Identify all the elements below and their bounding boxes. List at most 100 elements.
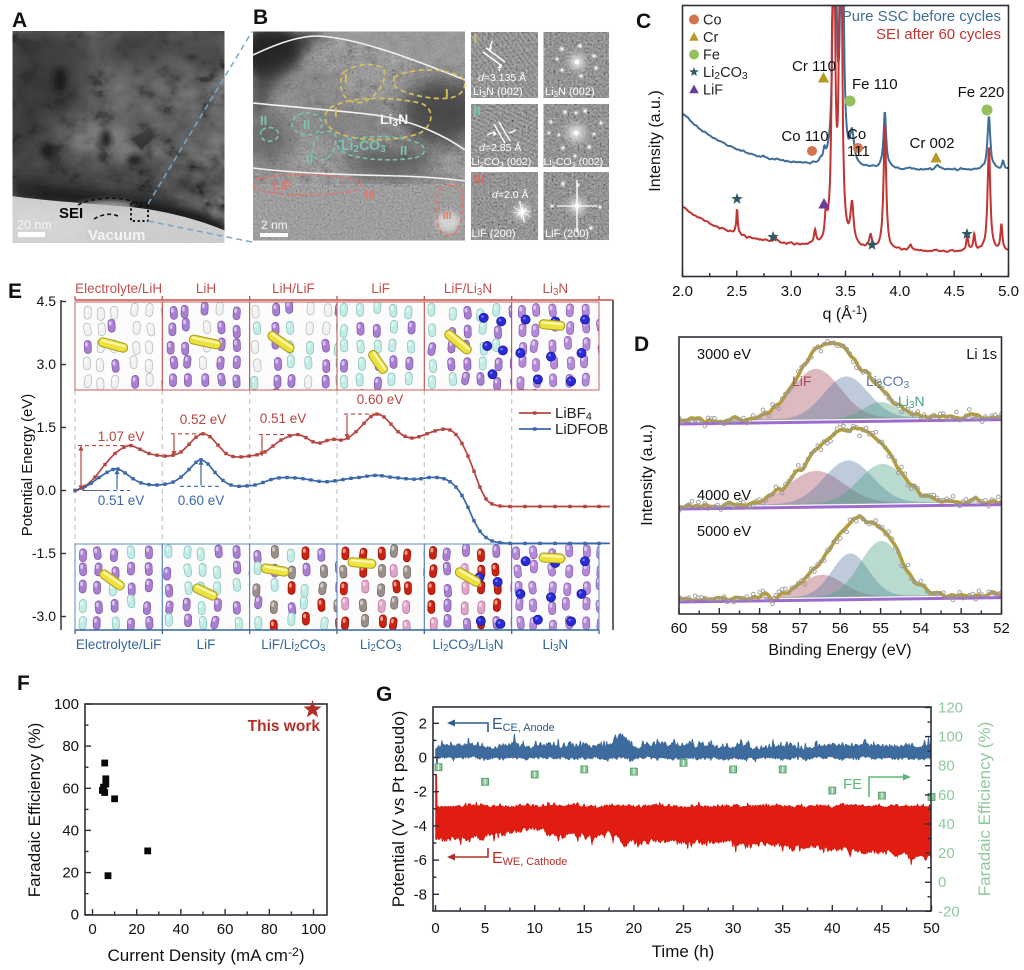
svg-text:Current Density (mA cm-2): Current Density (mA cm-2) bbox=[108, 945, 305, 965]
svg-text:Li3N: Li3N bbox=[542, 281, 568, 298]
svg-text:4.5: 4.5 bbox=[37, 293, 57, 309]
svg-text:-20: -20 bbox=[938, 903, 960, 920]
svg-text:Potential (V vs Pt pseudo): Potential (V vs Pt pseudo) bbox=[389, 711, 408, 908]
svg-text:F: F bbox=[17, 672, 30, 695]
svg-text:-8: -8 bbox=[414, 886, 427, 903]
svg-text:Cr 110: Cr 110 bbox=[792, 58, 836, 75]
svg-text:2 nm: 2 nm bbox=[261, 218, 288, 232]
svg-text:3.0: 3.0 bbox=[37, 356, 57, 372]
svg-text:Electrolyte/LiF: Electrolyte/LiF bbox=[76, 637, 162, 652]
svg-text:5000 eV: 5000 eV bbox=[697, 524, 751, 540]
svg-text:LiF (200): LiF (200) bbox=[472, 228, 516, 240]
svg-text:0.51 eV: 0.51 eV bbox=[98, 493, 145, 508]
svg-text:III: III bbox=[365, 188, 375, 202]
svg-text:Co: Co bbox=[703, 13, 722, 29]
svg-text:60: 60 bbox=[217, 921, 234, 938]
svg-text:Intensity (a.u.): Intensity (a.u.) bbox=[647, 90, 664, 191]
svg-text:Li2CO3: Li2CO3 bbox=[866, 373, 910, 391]
svg-text:56: 56 bbox=[832, 620, 849, 637]
svg-text:SEI: SEI bbox=[59, 205, 83, 222]
svg-text:Li 1s: Li 1s bbox=[966, 347, 997, 363]
svg-text:I: I bbox=[334, 105, 338, 120]
svg-text:58: 58 bbox=[751, 620, 768, 637]
svg-text:100: 100 bbox=[54, 696, 79, 713]
svg-text:II: II bbox=[474, 104, 481, 119]
svg-text:Pure SSC before cycles: Pure SSC before cycles bbox=[842, 8, 1001, 25]
svg-text:60: 60 bbox=[62, 780, 79, 797]
svg-text:LiF: LiF bbox=[792, 373, 811, 389]
svg-text:20: 20 bbox=[938, 845, 955, 862]
svg-text:Li2CO3 (002): Li2CO3 (002) bbox=[544, 156, 604, 169]
svg-text:0.0: 0.0 bbox=[37, 482, 57, 498]
svg-text:40: 40 bbox=[824, 920, 841, 937]
svg-text:LiF/Li3N: LiF/Li3N bbox=[444, 281, 492, 298]
svg-text:Li3N: Li3N bbox=[380, 111, 408, 129]
svg-text:20: 20 bbox=[62, 865, 79, 882]
svg-text:Co 110: Co 110 bbox=[781, 128, 828, 145]
svg-text:4.0: 4.0 bbox=[889, 283, 910, 300]
svg-text:40: 40 bbox=[938, 816, 955, 833]
svg-text:80: 80 bbox=[261, 921, 278, 938]
svg-text:0.60 eV: 0.60 eV bbox=[178, 493, 225, 508]
svg-text:53: 53 bbox=[953, 620, 970, 637]
svg-text:59: 59 bbox=[711, 620, 728, 637]
svg-text:57: 57 bbox=[792, 620, 809, 637]
svg-text:3000 eV: 3000 eV bbox=[697, 347, 751, 363]
svg-text:I: I bbox=[474, 32, 478, 47]
svg-text:50: 50 bbox=[923, 920, 940, 937]
svg-text:10: 10 bbox=[526, 920, 543, 937]
svg-text:0: 0 bbox=[419, 750, 427, 767]
svg-text:2.0: 2.0 bbox=[672, 283, 693, 300]
svg-text:Li2CO3 (002): Li2CO3 (002) bbox=[472, 156, 532, 169]
svg-text:E: E bbox=[8, 280, 22, 303]
svg-text:25: 25 bbox=[675, 920, 692, 937]
svg-text:Time (h): Time (h) bbox=[652, 942, 715, 961]
svg-text:100: 100 bbox=[301, 921, 326, 938]
svg-text:FE: FE bbox=[843, 776, 862, 793]
svg-text:0.51 eV: 0.51 eV bbox=[260, 411, 307, 426]
svg-text:5: 5 bbox=[481, 920, 489, 937]
svg-text:Potential Energy (eV): Potential Energy (eV) bbox=[19, 394, 36, 537]
svg-text:3.0: 3.0 bbox=[781, 283, 802, 300]
svg-text:Li2CO3: Li2CO3 bbox=[341, 137, 386, 155]
svg-text:II: II bbox=[260, 113, 267, 128]
svg-text:C: C bbox=[636, 10, 651, 33]
svg-text:0: 0 bbox=[431, 920, 439, 937]
svg-text:0: 0 bbox=[938, 874, 946, 891]
svg-text:1.07 eV: 1.07 eV bbox=[98, 429, 145, 444]
svg-text:This work: This work bbox=[248, 718, 321, 735]
svg-text:Electrolyte/LiH: Electrolyte/LiH bbox=[75, 281, 162, 296]
svg-text:Cr 002: Cr 002 bbox=[909, 135, 954, 152]
svg-text:20: 20 bbox=[626, 920, 643, 937]
svg-text:0: 0 bbox=[71, 907, 79, 924]
svg-text:0.52 eV: 0.52 eV bbox=[180, 412, 227, 427]
svg-text:Cr: Cr bbox=[703, 30, 718, 46]
svg-text:Co: Co bbox=[847, 126, 866, 143]
svg-text:A: A bbox=[12, 9, 27, 32]
svg-text:Faradaic Efficiency (%): Faradaic Efficiency (%) bbox=[25, 723, 44, 897]
svg-text:Li3N (002): Li3N (002) bbox=[545, 86, 595, 99]
svg-text:LiF: LiF bbox=[703, 83, 723, 99]
svg-text:d=3.135 Å: d=3.135 Å bbox=[478, 71, 526, 84]
svg-text:Li2CO3/Li3N: Li2CO3/Li3N bbox=[433, 637, 504, 654]
svg-text:80: 80 bbox=[62, 738, 79, 755]
svg-text:Li3N (002): Li3N (002) bbox=[473, 86, 523, 99]
svg-text:55: 55 bbox=[872, 620, 889, 637]
svg-text:120: 120 bbox=[938, 700, 963, 717]
svg-text:LiBF4: LiBF4 bbox=[555, 405, 592, 423]
svg-text:Faradaic Efficiency (%): Faradaic Efficiency (%) bbox=[975, 722, 994, 896]
svg-text:-4: -4 bbox=[414, 818, 427, 835]
svg-text:0: 0 bbox=[88, 921, 96, 938]
svg-text:SEI after 60 cycles: SEI after 60 cycles bbox=[876, 26, 1001, 43]
svg-text:LiF: LiF bbox=[371, 281, 390, 296]
svg-text:LiF (200): LiF (200) bbox=[545, 228, 589, 240]
svg-text:Li3N: Li3N bbox=[898, 393, 925, 411]
svg-text:D: D bbox=[634, 333, 649, 356]
svg-text:d=2.0 Å: d=2.0 Å bbox=[492, 188, 529, 201]
svg-text:0.60 eV: 0.60 eV bbox=[357, 392, 404, 407]
svg-text:40: 40 bbox=[173, 921, 190, 938]
svg-text:111: 111 bbox=[847, 143, 870, 160]
svg-text:35: 35 bbox=[774, 920, 791, 937]
svg-text:II: II bbox=[306, 151, 313, 166]
svg-text:80: 80 bbox=[938, 758, 955, 775]
